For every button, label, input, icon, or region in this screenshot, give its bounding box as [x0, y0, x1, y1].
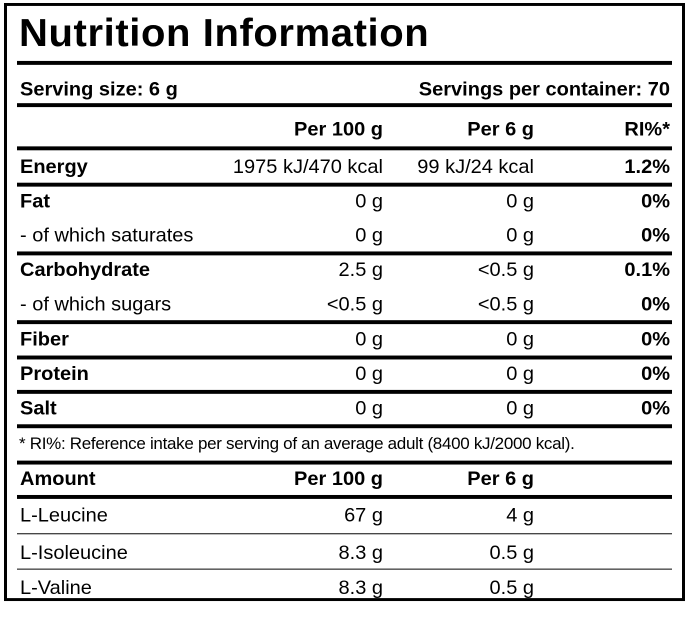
- title-rule: [17, 60, 672, 65]
- nutrient-name: Fat: [20, 190, 50, 213]
- row-rule: [17, 389, 672, 394]
- nutrient-ri: 0%: [641, 397, 670, 420]
- amino-per-100g: 8.3 g: [338, 577, 383, 600]
- amino-per-100g: 67 g: [344, 504, 383, 527]
- nutrient-per-100g: 0 g: [355, 397, 383, 420]
- serving-rule: [17, 103, 672, 108]
- amount-header-label: Amount: [20, 468, 96, 491]
- header-per-100g: Per 100 g: [294, 118, 383, 141]
- nutrient-per-100g: 2.5 g: [338, 259, 383, 281]
- amino-name: L-Valine: [20, 577, 92, 600]
- nutrient-per-serving: 0 g: [506, 397, 534, 420]
- nutrition-label: Nutrition Information Serving size: 6 g …: [4, 3, 685, 602]
- row-rule: [17, 568, 672, 570]
- nutrient-ri: 0%: [641, 224, 670, 247]
- nutrient-ri: 0%: [641, 293, 670, 316]
- nutrient-per-serving: 0 g: [506, 363, 534, 385]
- nutrient-per-serving: <0.5 g: [477, 259, 534, 281]
- amount-header-rule: [17, 494, 672, 499]
- nutrient-name: Salt: [20, 397, 57, 420]
- row-rule: [17, 182, 672, 187]
- nutrient-ri: 0%: [641, 363, 670, 385]
- serving-size: Serving size: 6 g: [20, 78, 178, 101]
- nutrient-ri: 0%: [641, 190, 670, 213]
- nutrient-per-serving: 0 g: [506, 329, 534, 351]
- nutrient-name: Carbohydrate: [20, 259, 151, 281]
- row-rule: [17, 533, 672, 535]
- nutrient-ri: 0%: [641, 329, 670, 351]
- row-rule: [17, 251, 672, 256]
- nutrient-ri: 0.1%: [624, 259, 670, 281]
- amount-header-per-serving: Per 6 g: [467, 468, 534, 491]
- nutrient-per-100g: <0.5 g: [326, 293, 383, 316]
- amino-name: L-Leucine: [20, 504, 108, 527]
- label-title: Nutrition Information: [19, 11, 430, 56]
- amino-per-serving: 0.5 g: [489, 542, 534, 564]
- row-rule: [17, 320, 672, 325]
- nutrient-per-serving: 0 g: [506, 224, 534, 247]
- header-per-serving: Per 6 g: [467, 118, 534, 141]
- nutrient-name: - of which saturates: [20, 224, 194, 247]
- amino-per-100g: 8.3 g: [338, 542, 383, 564]
- amino-per-serving: 0.5 g: [489, 577, 534, 600]
- amino-per-serving: 4 g: [506, 504, 534, 527]
- nutrient-per-serving: <0.5 g: [477, 293, 534, 316]
- nutrient-per-100g: 0 g: [355, 329, 383, 351]
- nutrient-per-100g: 0 g: [355, 190, 383, 213]
- nutrient-ri: 1.2%: [624, 156, 670, 178]
- row-rule: [17, 424, 672, 429]
- row-rule: [17, 355, 672, 360]
- nutrient-per-serving: 0 g: [506, 190, 534, 213]
- header-ri: RI%*: [624, 118, 670, 141]
- nutrient-per-100g: 1975 kJ/470 kcal: [232, 156, 383, 178]
- nutrient-name: Protein: [20, 363, 89, 385]
- header-rule: [17, 146, 672, 151]
- footnote-rule: [17, 460, 672, 465]
- ri-footnote: * RI%: Reference intake per serving of a…: [19, 434, 575, 453]
- amino-name: L-Isoleucine: [20, 542, 128, 564]
- nutrient-per-serving: 99 kJ/24 kcal: [417, 156, 534, 178]
- nutrient-name: - of which sugars: [20, 293, 172, 316]
- nutrient-per-100g: 0 g: [355, 224, 383, 247]
- amount-header-per-100g: Per 100 g: [294, 468, 383, 491]
- nutrient-per-100g: 0 g: [355, 363, 383, 385]
- nutrient-name: Fiber: [20, 329, 69, 351]
- servings-per-container: Servings per container: 70: [418, 78, 670, 101]
- nutrient-name: Energy: [20, 156, 88, 178]
